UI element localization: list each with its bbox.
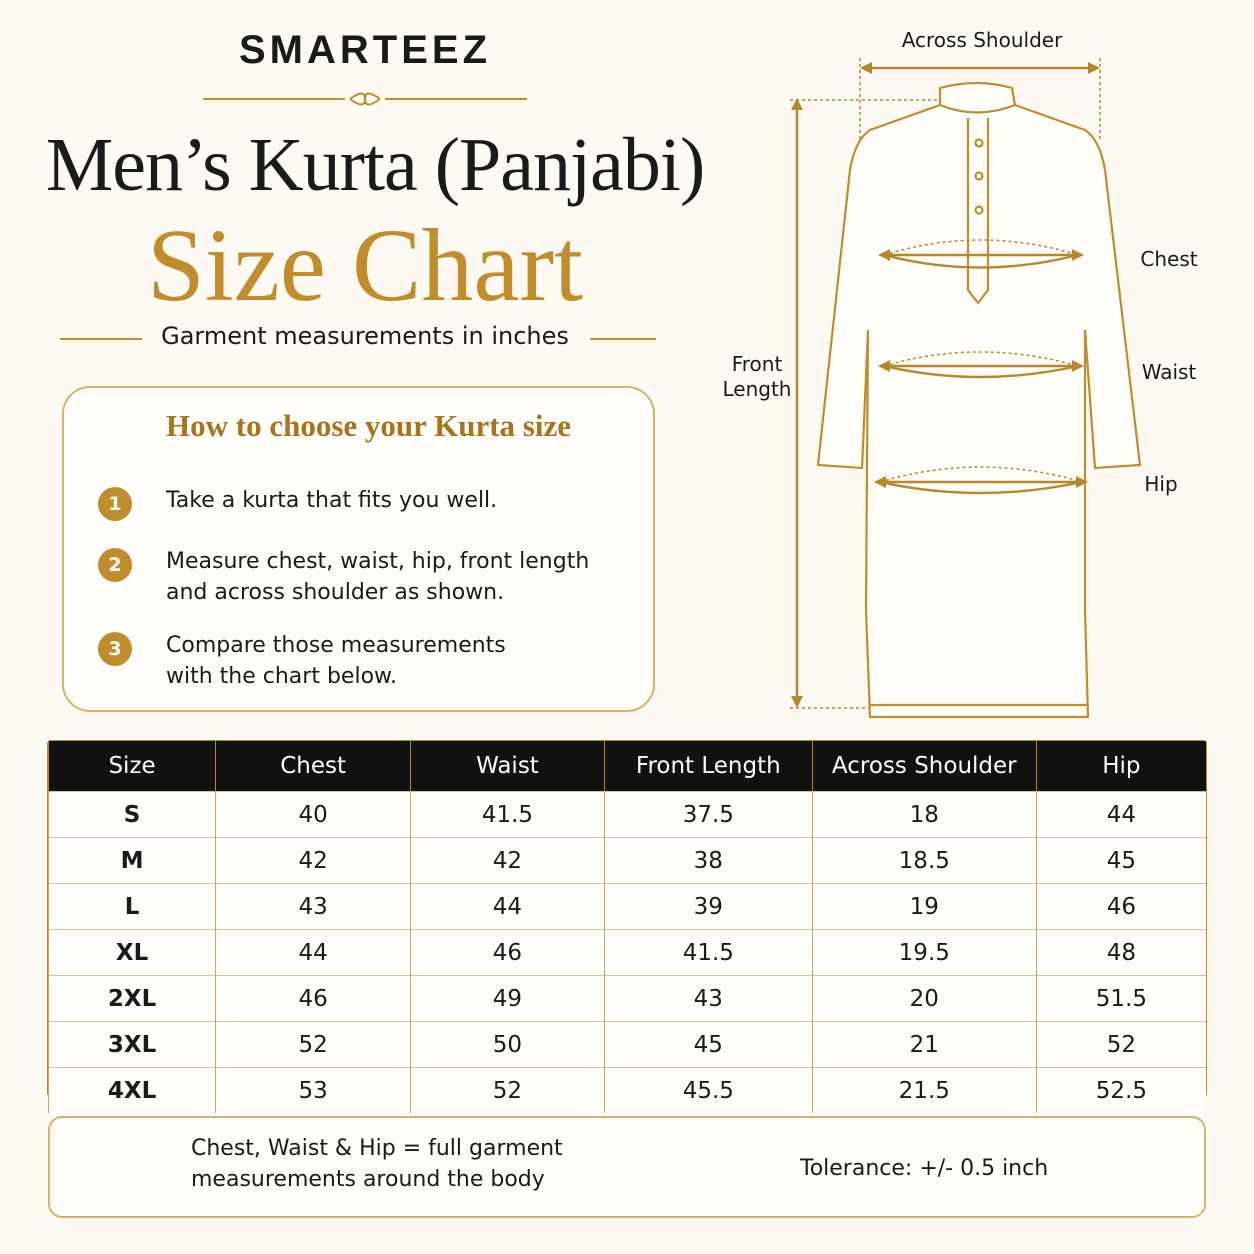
measurement-cell: 41.5 [410,791,605,838]
measurement-cell: 44 [1035,791,1206,838]
measurement-cell: 51.5 [1035,975,1206,1022]
step-line: Measure chest, waist, hip, front length [166,549,590,574]
table-row: 3XL 52 50 45 21 52 [47,1021,1206,1068]
measurement-cell: 41.5 [603,929,813,976]
column-header: Across Shoulder [811,741,1037,792]
measurement-cell: 45 [603,1021,813,1068]
size-cell: S [47,791,216,838]
step-line: and across shoulder as shown. [166,580,505,605]
measurement-cell: 52 [1035,1021,1206,1068]
caption: Garment measurements in inches [161,322,569,350]
table-row: XL 44 46 41.5 19.5 48 [47,929,1206,976]
measurement-cell: 40 [215,791,411,838]
measurement-cell: 46 [215,975,411,1022]
table-row: 4XL 53 52 45.5 21.5 52.5 [47,1067,1206,1113]
guide-title: How to choose your Kurta size [166,408,571,443]
table-row: M 42 42 38 18.5 45 [47,837,1206,884]
step-number: 2 [98,548,132,582]
measurement-cell: 43 [215,883,411,930]
size-table: Size Chest Waist Front Length Across Shoulde… [47,741,1206,1113]
column-header: Size [47,741,216,792]
label-hip: Hip [1144,472,1178,496]
label-front-length: Front Length [717,352,797,402]
measurement-cell: 46 [410,929,605,976]
column-header: Chest [215,741,411,792]
size-cell: L [47,883,216,930]
label-across-shoulder: Across Shoulder [901,28,1063,52]
measurement-cell: 42 [410,837,605,884]
measurement-cell: 39 [603,883,813,930]
measurement-cell: 44 [410,883,605,930]
measurement-cell: 43 [603,975,813,1022]
column-header: Hip [1035,741,1206,792]
measurement-cell: 52.5 [1035,1067,1206,1113]
measurement-cell: 46 [1035,883,1206,930]
measurement-cell: 18.5 [811,837,1037,884]
measurement-cell: 50 [410,1021,605,1068]
label-waist: Waist [1141,360,1197,384]
measurement-cell: 52 [215,1021,411,1068]
measurement-cell: 48 [1035,929,1206,976]
size-cell: 4XL [47,1067,216,1113]
label-line: Front [731,352,783,376]
label-chest: Chest [1140,247,1198,271]
measurement-cell: 42 [215,837,411,884]
step-text: Compare those measurements with the chart… [166,630,506,692]
measurement-cell: 53 [215,1067,411,1113]
note-line: Chest, Waist & Hip = full garment [191,1136,563,1161]
measurement-cell: 18 [811,791,1037,838]
measurement-cell: 37.5 [603,791,813,838]
measurement-cell: 52 [410,1067,605,1113]
tolerance-note: Tolerance: +/- 0.5 inch [800,1156,1049,1181]
step-line: Take a kurta that fits you well. [166,488,498,513]
table-body: S 40 41.5 37.5 18 44 M 42 42 38 18.5 45 L 43 44 39 19 46 X… [47,791,1206,1113]
subtitle: Size Chart [146,208,584,323]
measurement-cell: 21.5 [811,1067,1037,1113]
step-line: Compare those measurements [166,633,506,658]
measurement-cell: 20 [811,975,1037,1022]
measurement-cell: 49 [410,975,605,1022]
measurement-cell: 45 [1035,837,1206,884]
table-row: L 43 44 39 19 46 [47,883,1206,930]
size-cell: 2XL [47,975,216,1022]
brand: SMARTEEZ [239,28,491,72]
size-cell: XL [47,929,216,976]
measurement-cell: 21 [811,1021,1037,1068]
step-number: 3 [98,632,132,666]
table-row: S 40 41.5 37.5 18 44 [47,791,1206,838]
column-header: Front Length [603,741,813,792]
label-line: Length [722,377,792,401]
measurement-cell: 38 [603,837,813,884]
column-header: Waist [410,741,605,792]
note-box [48,1116,1206,1218]
measurement-cell: 19 [811,883,1037,930]
measurement-cell: 19.5 [811,929,1037,976]
step-text: Measure chest, waist, hip, front length a… [166,546,589,608]
measurement-cell: 45.5 [603,1067,813,1113]
header-row: Size Chest Waist Front Length Across Shoulde… [47,741,1206,792]
size-cell: 3XL [47,1021,216,1068]
table-row: 2XL 46 49 43 20 51.5 [47,975,1206,1022]
size-cell: M [47,837,216,884]
note-line: measurements around the body [191,1167,545,1192]
step-line: with the chart below. [166,664,397,689]
title: Men’s Kurta (Panjabi) [45,123,706,207]
guide-box [62,386,655,712]
measurement-note: Chest, Waist & Hip = full garment measure… [191,1133,563,1195]
measurement-cell: 44 [215,929,411,976]
step-number: 1 [98,487,132,521]
step-text: Take a kurta that fits you well. [166,485,497,516]
